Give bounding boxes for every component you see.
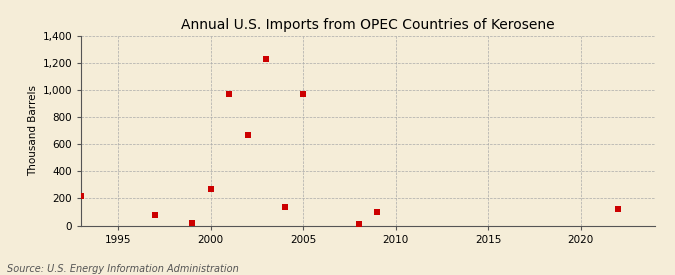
Point: [261, 57, 271, 61]
Title: Annual U.S. Imports from OPEC Countries of Kerosene: Annual U.S. Imports from OPEC Countries …: [181, 18, 555, 32]
Point: [150, 213, 161, 217]
Point: [242, 133, 253, 137]
Point: [205, 187, 216, 191]
Y-axis label: Thousand Barrels: Thousand Barrels: [28, 85, 38, 176]
Point: [187, 221, 198, 226]
Point: [372, 210, 383, 214]
Text: Source: U.S. Energy Information Administration: Source: U.S. Energy Information Administ…: [7, 264, 238, 274]
Point: [298, 92, 308, 96]
Point: [612, 207, 623, 211]
Point: [223, 92, 234, 96]
Point: [279, 204, 290, 209]
Point: [76, 194, 86, 198]
Point: [353, 222, 364, 226]
